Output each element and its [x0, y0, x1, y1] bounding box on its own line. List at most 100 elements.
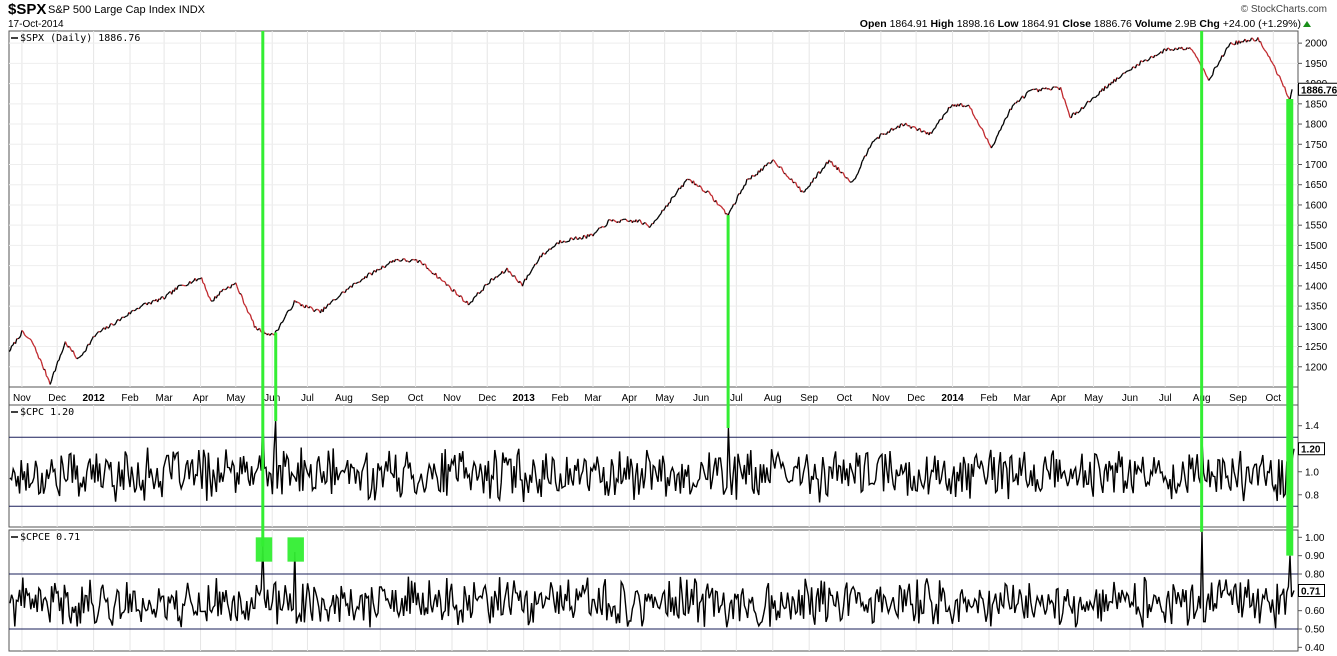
spx-price-segment [439, 276, 442, 281]
cpce-panel-label: $CPCE 0.71 [20, 532, 80, 543]
volume-label: Volume [1134, 18, 1172, 30]
spx-tick-label: 1400 [1305, 281, 1328, 292]
spx-price-segment [874, 138, 877, 140]
spx-price-segment [1076, 111, 1079, 114]
spx-price-segment [107, 326, 110, 329]
month-label: Feb [980, 393, 998, 404]
spx-price-segment [499, 273, 502, 276]
spx-price-segment [1218, 59, 1222, 63]
spx-price-segment [1265, 51, 1268, 54]
spx-price-segment [708, 192, 712, 196]
spx-price-segment [1263, 49, 1267, 52]
spx-price-segment [735, 196, 739, 203]
spx-tick-label: 2000 [1305, 39, 1328, 50]
spx-price-segment [8, 350, 11, 352]
spx-price-segment [1154, 54, 1157, 57]
spx-price-segment [796, 185, 799, 189]
spx-price-segment [521, 282, 525, 287]
spx-price-segment [837, 167, 841, 172]
spx-price-segment [844, 176, 847, 179]
spx-price-segment [780, 167, 784, 172]
spx-price-segment [510, 273, 513, 277]
spx-price-segment [1276, 73, 1279, 76]
spx-price-segment [537, 258, 540, 263]
spx-price-segment [600, 226, 603, 229]
spx-price-segment [554, 243, 557, 247]
spx-price-segment [842, 173, 846, 177]
spx-price-segment [460, 295, 463, 298]
month-label: Mar [584, 393, 602, 404]
spx-price-segment [417, 260, 420, 264]
spx-price-segment [828, 159, 832, 163]
spx-price-segment [767, 162, 770, 165]
spx-price-segment [948, 106, 951, 109]
spx-price-segment [770, 159, 774, 163]
spx-price-segment [607, 219, 610, 221]
month-label: Aug [764, 393, 782, 404]
spx-price-segment [1213, 66, 1216, 70]
spx-price-segment [1029, 89, 1032, 92]
spx-price-segment [504, 269, 507, 273]
spx-price-segment [50, 375, 54, 382]
spx-price-segment [53, 370, 56, 373]
spx-price-segment [1019, 97, 1022, 101]
spx-price-segment [153, 299, 156, 302]
spx-price-segment [424, 264, 428, 269]
spx-price-segment [804, 188, 807, 193]
spx-price-segment [1261, 45, 1264, 49]
spx-price-segment [596, 229, 599, 232]
spx-last-value: 1886.76 [1301, 85, 1337, 96]
spx-price-segment [869, 144, 872, 149]
spx-price-segment [58, 355, 61, 361]
spx-price-segment [774, 161, 778, 165]
spx-price-segment [1226, 46, 1229, 49]
spx-price-segment [241, 297, 245, 304]
spx-price-segment [621, 218, 624, 221]
spx-price-segment [271, 333, 274, 335]
spx-price-segment [447, 284, 450, 287]
spx-price-segment [473, 296, 476, 299]
month-label: Sep [1229, 393, 1247, 404]
spx-price-segment [1048, 88, 1051, 91]
spx-price-segment [555, 242, 558, 245]
spx-price-segment [163, 297, 166, 300]
spx-price-segment [1174, 47, 1178, 50]
spx-price-segment [775, 163, 779, 167]
spx-price-segment [146, 302, 149, 306]
spx-price-segment [700, 187, 704, 192]
month-label: Feb [121, 393, 139, 404]
spx-price-segment [395, 258, 398, 261]
spx-price-segment [939, 118, 942, 121]
spx-price-segment [340, 291, 344, 294]
spx-price-segment [1117, 77, 1120, 80]
spx-price-segment [1070, 113, 1074, 118]
spx-price-segment [734, 201, 737, 205]
spx-price-segment [203, 283, 207, 290]
spx-price-segment [152, 299, 155, 302]
spx-price-segment [503, 271, 506, 274]
spx-price-segment [942, 113, 946, 116]
spx-price-segment [970, 107, 972, 110]
spx-price-segment [1134, 64, 1138, 69]
spx-price-segment [207, 295, 211, 299]
spx-price-segment [782, 170, 785, 174]
spx-price-segment [795, 182, 798, 187]
spx-price-segment [919, 128, 922, 133]
spx-price-segment [736, 193, 740, 197]
spx-tick-label: 1800 [1305, 120, 1328, 131]
month-label: Nov [13, 393, 31, 404]
spx-price-segment [351, 283, 354, 288]
ticker-symbol: $SPX [8, 1, 47, 18]
spx-price-segment [1064, 99, 1067, 105]
spx-price-segment [78, 356, 80, 359]
spx-price-segment [866, 148, 870, 153]
spx-price-segment [549, 248, 552, 251]
quote-summary: Open 1864.91 High 1898.16 Low 1864.91 Cl… [860, 18, 1301, 30]
spx-price-segment [177, 284, 180, 287]
spx-price-segment [1241, 40, 1244, 43]
spx-price-segment [895, 126, 898, 130]
spx-price-segment [1271, 61, 1274, 65]
spx-price-segment [806, 186, 810, 190]
spx-price-segment [68, 345, 72, 350]
month-label: Apr [193, 393, 209, 404]
